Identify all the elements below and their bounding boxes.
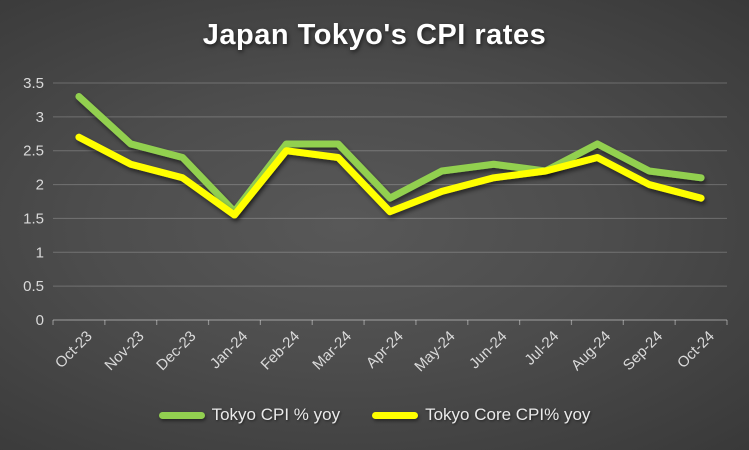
x-axis-tick-label: Dec-23 <box>153 328 199 374</box>
series-line-1 <box>75 133 705 219</box>
legend-item-tokyo-cpi: Tokyo CPI % yoy <box>158 405 341 425</box>
y-axis-tick-label: 2.5 <box>23 143 44 160</box>
x-axis-tick-label: May-24 <box>411 328 458 375</box>
legend-label-tokyo-core-cpi: Tokyo Core CPI% yoy <box>425 405 591 424</box>
y-axis-tick-label: 3 <box>36 109 44 126</box>
chart-legend: Tokyo CPI % yoy Tokyo Core CPI% yoy <box>0 405 749 425</box>
legend-item-tokyo-core-cpi: Tokyo Core CPI% yoy <box>372 405 590 425</box>
legend-marker-tokyo-core-cpi <box>372 411 419 419</box>
x-axis-tick-label: Feb-24 <box>258 328 304 374</box>
x-axis-tick-label: Jun-24 <box>466 328 510 372</box>
x-axis-tick-label: Oct-24 <box>674 328 718 372</box>
y-axis-tick-label: 0 <box>36 312 44 329</box>
legend-marker-tokyo-cpi <box>158 411 205 419</box>
x-axis-tick-label: Aug-24 <box>568 328 614 374</box>
y-axis-tick-label: 1 <box>36 244 44 261</box>
series-line-0 <box>75 93 705 216</box>
x-axis-tick-label: Oct-23 <box>52 328 96 372</box>
x-axis-tick-label: Jul-24 <box>521 328 562 369</box>
x-axis-tick-label: Jan-24 <box>207 328 251 372</box>
x-axis-tick-label: Nov-23 <box>101 328 147 374</box>
legend-label-tokyo-cpi: Tokyo CPI % yoy <box>211 405 341 424</box>
x-axis-tick-label: Apr-24 <box>363 328 407 372</box>
y-axis-tick-label: 2 <box>36 177 44 194</box>
x-axis-tick-label: Mar-24 <box>309 328 355 374</box>
y-axis-tick-label: 3.5 <box>23 75 44 92</box>
y-axis-tick-label: 1.5 <box>23 210 44 227</box>
x-axis-tick-label: Sep-24 <box>620 328 666 374</box>
chart-title: Japan Tokyo's CPI rates <box>202 19 547 51</box>
y-axis-tick-label: 0.5 <box>23 278 44 295</box>
